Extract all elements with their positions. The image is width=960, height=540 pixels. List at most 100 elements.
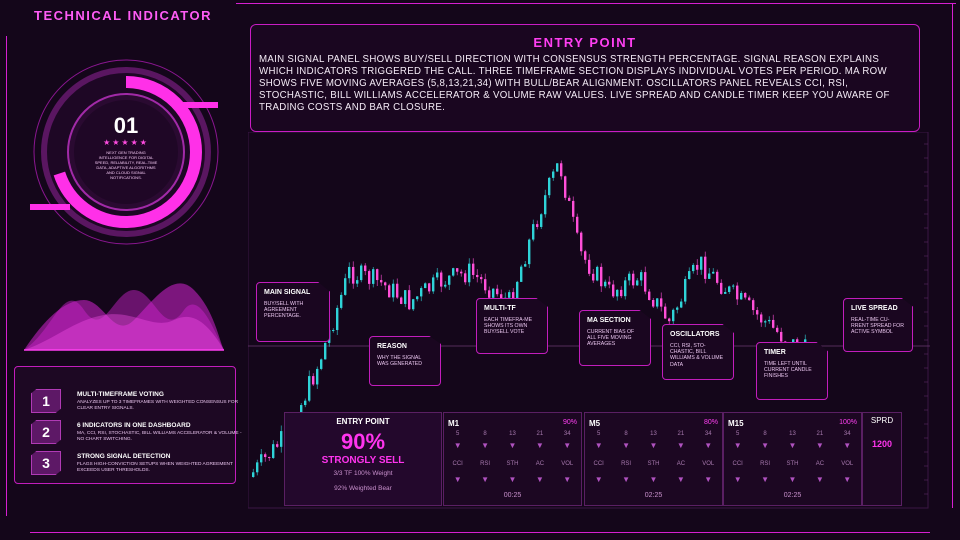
timeframe-percent: 100% <box>839 419 857 426</box>
osc-label: CCI <box>452 461 463 467</box>
bear-arrow-icon: ▼ <box>788 475 797 484</box>
candle-body <box>392 283 395 298</box>
outer-frame-right <box>952 3 953 508</box>
signal-percent: 90% <box>340 429 386 454</box>
bear-arrow-icon: ▼ <box>733 441 742 450</box>
candle-body <box>644 272 647 292</box>
candle-body <box>468 263 471 283</box>
candle-body <box>632 273 635 286</box>
osc-row: CCI RSI STH AC VOL <box>724 461 861 467</box>
candle-body <box>408 290 411 310</box>
feature-title: STRONG SIGNAL DETECTION <box>77 453 171 460</box>
candle-body <box>508 292 511 298</box>
feature-number: 2 <box>31 420 61 444</box>
candle-body <box>272 444 275 458</box>
bear-arrow-icon: ▼ <box>563 441 572 450</box>
candle-body <box>480 277 483 280</box>
candle-body <box>664 306 667 319</box>
candle-body <box>780 331 783 342</box>
bear-arrow-icon: ▼ <box>535 475 544 484</box>
candle-body <box>332 330 335 332</box>
candle-body <box>756 310 759 315</box>
candle-body <box>636 280 639 286</box>
candle-body <box>592 273 595 281</box>
ma-arrows: ▼ ▼ ▼ ▼ ▼ <box>444 441 581 450</box>
candle-body <box>700 256 703 270</box>
candle-body <box>416 296 419 300</box>
timeframe-name: M1 <box>448 419 460 428</box>
osc-arrows: ▼ ▼ ▼ ▼ ▼ <box>444 475 581 484</box>
candle-body <box>680 301 683 308</box>
timeframe-name: M15 <box>728 419 744 428</box>
callout-timer: TIMER TIME LEFT UNTIL CURRENT CANDLE FIN… <box>756 342 828 400</box>
candle-body <box>668 318 671 322</box>
bear-arrow-icon: ▼ <box>649 441 658 450</box>
candle-body <box>544 195 547 215</box>
candle-body <box>432 277 435 292</box>
candle-body <box>576 216 579 233</box>
candle-body <box>360 265 363 281</box>
signal-weighted: 92% Weighted Bear <box>334 485 392 492</box>
candle-body <box>552 171 555 178</box>
candle-body <box>532 224 535 240</box>
candle-body <box>264 454 267 458</box>
app-title: TECHNICAL INDICATOR <box>34 8 212 23</box>
candle-body <box>492 288 495 298</box>
candle-body <box>268 457 271 459</box>
candle-body <box>460 271 463 274</box>
ma-label: 8 <box>763 431 767 437</box>
ma-row: 5 8 13 21 34 <box>444 431 581 437</box>
candle-body <box>712 271 715 274</box>
osc-label: VOL <box>702 461 715 467</box>
candle-body <box>340 294 343 308</box>
candle-body <box>428 283 431 292</box>
osc-label: VOL <box>841 461 854 467</box>
bear-arrow-icon: ▼ <box>594 475 603 484</box>
candle-body <box>628 273 631 281</box>
candle-body <box>372 269 375 284</box>
osc-label: AC <box>815 461 825 467</box>
candle-body <box>420 288 423 297</box>
candle-body <box>344 278 347 295</box>
ma-label: 21 <box>816 431 824 437</box>
osc-arrows: ▼ ▼ ▼ ▼ ▼ <box>585 475 722 484</box>
candle-body <box>320 359 323 369</box>
osc-label: RSI <box>480 461 491 467</box>
timeframe-percent: 80% <box>703 419 718 426</box>
price-axis <box>924 143 928 495</box>
features-panel: 1 MULTI-TIMEFRAME VOTING ANALYZES UP TO … <box>14 366 242 484</box>
dial-gauge <box>30 59 219 245</box>
wave-graphic <box>24 283 224 351</box>
candle-body <box>768 319 771 322</box>
candle-body <box>424 283 427 289</box>
timeframe-panel-m5: M5 80% 5 8 13 21 34 ▼ ▼ ▼ ▼ ▼ CCI RSI STH AC… <box>584 412 723 506</box>
outer-frame-bottom <box>30 532 930 533</box>
candle-body <box>520 266 523 282</box>
bear-arrow-icon: ▼ <box>508 475 517 484</box>
header-title: ENTRY POINT <box>533 35 637 50</box>
candle-body <box>596 266 599 281</box>
candle-body <box>772 319 775 328</box>
osc-label: RSI <box>621 461 632 467</box>
candle-body <box>312 376 315 385</box>
bear-arrow-icon: ▼ <box>453 475 462 484</box>
feature-number: 3 <box>31 451 61 475</box>
callout-text: TIME LEFT UNTIL CURRENT CANDLE FINISHES <box>764 361 812 380</box>
candle-body <box>652 300 655 307</box>
osc-label: VOL <box>561 461 574 467</box>
candle-body <box>496 288 499 295</box>
bear-arrow-icon: ▼ <box>843 441 852 450</box>
candle-body <box>400 297 403 304</box>
bear-arrow-icon: ▼ <box>649 475 658 484</box>
callout-live-spread: LIVE SPREAD REAL-TIME CU-RRENT SPREAD FO… <box>843 298 913 352</box>
osc-label: CCI <box>732 461 743 467</box>
candle-body <box>684 279 687 302</box>
bear-arrow-icon: ▼ <box>733 475 742 484</box>
candle-body <box>584 251 587 260</box>
bear-arrow-icon: ▼ <box>622 475 631 484</box>
candle-body <box>376 269 379 281</box>
candle-body <box>488 290 491 298</box>
feature-number: 1 <box>31 389 61 413</box>
main-signal-panel: ENTRY POINT 90% STRONGLY SELL 3/3 TF 100… <box>284 412 442 506</box>
bear-arrow-icon: ▼ <box>676 441 685 450</box>
